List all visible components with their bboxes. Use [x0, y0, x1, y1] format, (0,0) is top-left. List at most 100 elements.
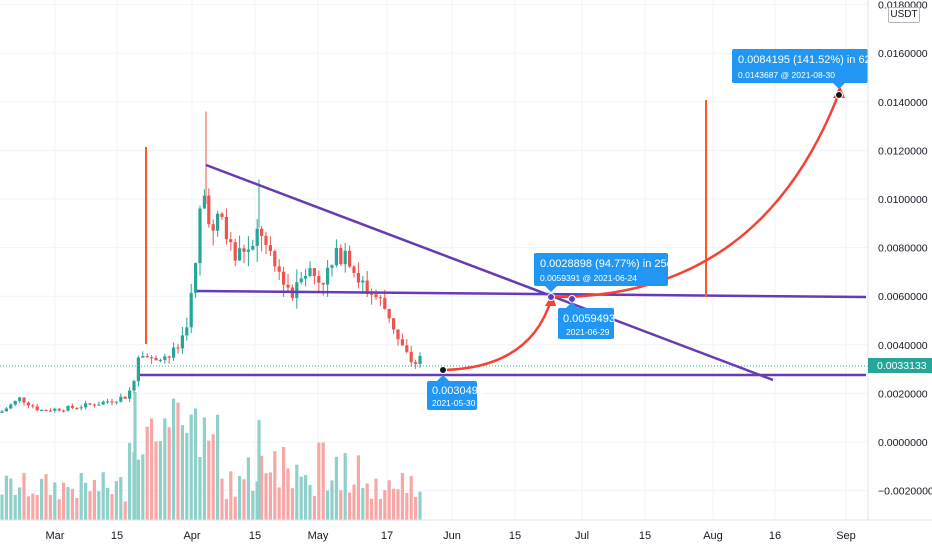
- candle-body: [268, 245, 272, 252]
- candle-body: [392, 318, 396, 330]
- volume-bar: [339, 490, 343, 520]
- volume-bar: [114, 481, 118, 520]
- candle-body: [40, 410, 44, 412]
- candle-body: [286, 284, 290, 288]
- volume-bar: [308, 484, 312, 520]
- time-axis[interactable]: Mar 15 Apr 15 May 17 Jun 15 Jul 15 Aug 16 Sep: [0, 519, 932, 542]
- svg-text:2021-06-29: 2021-06-29: [566, 327, 610, 337]
- y-tick-label: −0.0020000: [878, 486, 932, 498]
- candle-body: [414, 362, 418, 364]
- candle-body: [154, 357, 158, 361]
- volume-bar: [277, 487, 281, 520]
- candle-body: [185, 327, 189, 336]
- volume-bar: [62, 482, 66, 520]
- candle-body: [339, 247, 343, 265]
- volume-bar: [378, 498, 382, 520]
- candle-body: [128, 390, 132, 399]
- volume-bars: [0, 392, 422, 520]
- volume-bar: [136, 459, 140, 520]
- candle-body: [242, 248, 246, 252]
- y-tick-label: 0.0100000: [878, 194, 928, 206]
- candle-body: [396, 329, 400, 340]
- volume-bar: [374, 478, 378, 520]
- candle-body: [110, 401, 114, 403]
- volume-bar: [119, 477, 123, 520]
- volume-bar: [321, 442, 325, 520]
- y-tick-label: 0.0020000: [878, 388, 928, 400]
- candle-body: [180, 335, 184, 349]
- volume-bar: [106, 487, 110, 520]
- volume-bar: [57, 499, 61, 520]
- candle-body: [22, 397, 26, 403]
- trendline-drawings[interactable]: [140, 86, 867, 382]
- triangle-upper-line: [205, 163, 774, 382]
- candle-body: [352, 266, 356, 274]
- volume-bar: [304, 475, 308, 520]
- volume-bar: [13, 494, 17, 520]
- volume-bar: [246, 457, 250, 520]
- svg-text:0.0030493: 0.0030493: [432, 385, 484, 397]
- volume-bar: [343, 453, 347, 520]
- candle-body: [141, 356, 145, 358]
- candle-body: [62, 410, 66, 412]
- candle-body: [282, 271, 286, 285]
- candle-body: [145, 356, 149, 358]
- candle-body: [273, 251, 277, 267]
- volume-bar: [18, 487, 22, 520]
- candle-body: [167, 356, 171, 358]
- anchor-point-c: [568, 295, 576, 303]
- candle-body: [260, 228, 264, 236]
- label-main[interactable]: 0.0084195 (141.52%) in 62d 0.0143687 @ 2…: [732, 49, 877, 89]
- candles: [0, 111, 422, 414]
- volume-bar: [194, 408, 198, 520]
- label-mid[interactable]: 0.0028898 (94.77%) in 25d 0.0059391 @ 20…: [534, 253, 673, 292]
- y-tick-label: 0.0140000: [878, 97, 928, 109]
- volume-bar: [317, 442, 321, 520]
- candle-body: [304, 275, 308, 279]
- label-point-a[interactable]: 0.0030493 2021-05-30: [427, 375, 484, 410]
- x-tick-label: 17: [381, 530, 393, 542]
- label-point-b[interactable]: 0.0059493 2021-06-29: [558, 302, 615, 339]
- candle-body: [387, 308, 391, 319]
- currency-label: USDT: [888, 7, 920, 23]
- candle-body: [53, 408, 57, 411]
- candle-body: [348, 250, 352, 267]
- volume-bar: [92, 479, 96, 520]
- anchor-point-a: [439, 366, 447, 374]
- candle-body: [163, 356, 167, 360]
- volume-bar: [163, 418, 167, 520]
- volume-bar: [330, 480, 334, 520]
- candle-body: [35, 406, 39, 411]
- volume-bar: [286, 468, 290, 520]
- y-tick-label: 0.0000000: [878, 437, 928, 449]
- candle-body: [400, 339, 404, 346]
- candle-body: [233, 242, 237, 261]
- price-axis[interactable]: 0.0180000 0.0160000 0.0140000 0.0120000 0.01…: [867, 0, 932, 520]
- candle-body: [383, 297, 387, 309]
- candle-body: [176, 347, 180, 349]
- volume-bar: [387, 480, 391, 520]
- volume-bar: [356, 455, 360, 520]
- svg-text:0.0059493: 0.0059493: [563, 313, 615, 325]
- volume-bar: [202, 417, 206, 520]
- volume-bar: [295, 464, 299, 520]
- y-tick-label: 0.0080000: [878, 243, 928, 255]
- volume-bar: [88, 491, 92, 520]
- x-tick-label: Sep: [836, 530, 856, 542]
- candle-body: [189, 292, 193, 328]
- volume-bar: [409, 475, 413, 520]
- volume-bar: [392, 488, 396, 520]
- volume-bar: [207, 440, 211, 520]
- candle-body: [13, 400, 17, 405]
- candle-body: [216, 213, 220, 231]
- volume-bar: [44, 474, 48, 520]
- candle-body: [101, 401, 105, 405]
- projection-arrow-2: [552, 92, 841, 299]
- volume-bar: [0, 494, 4, 520]
- volume-bar: [370, 498, 374, 520]
- volume-bar: [133, 392, 137, 520]
- candle-body: [334, 247, 338, 266]
- candle-body: [229, 239, 233, 243]
- candle-body: [92, 404, 96, 406]
